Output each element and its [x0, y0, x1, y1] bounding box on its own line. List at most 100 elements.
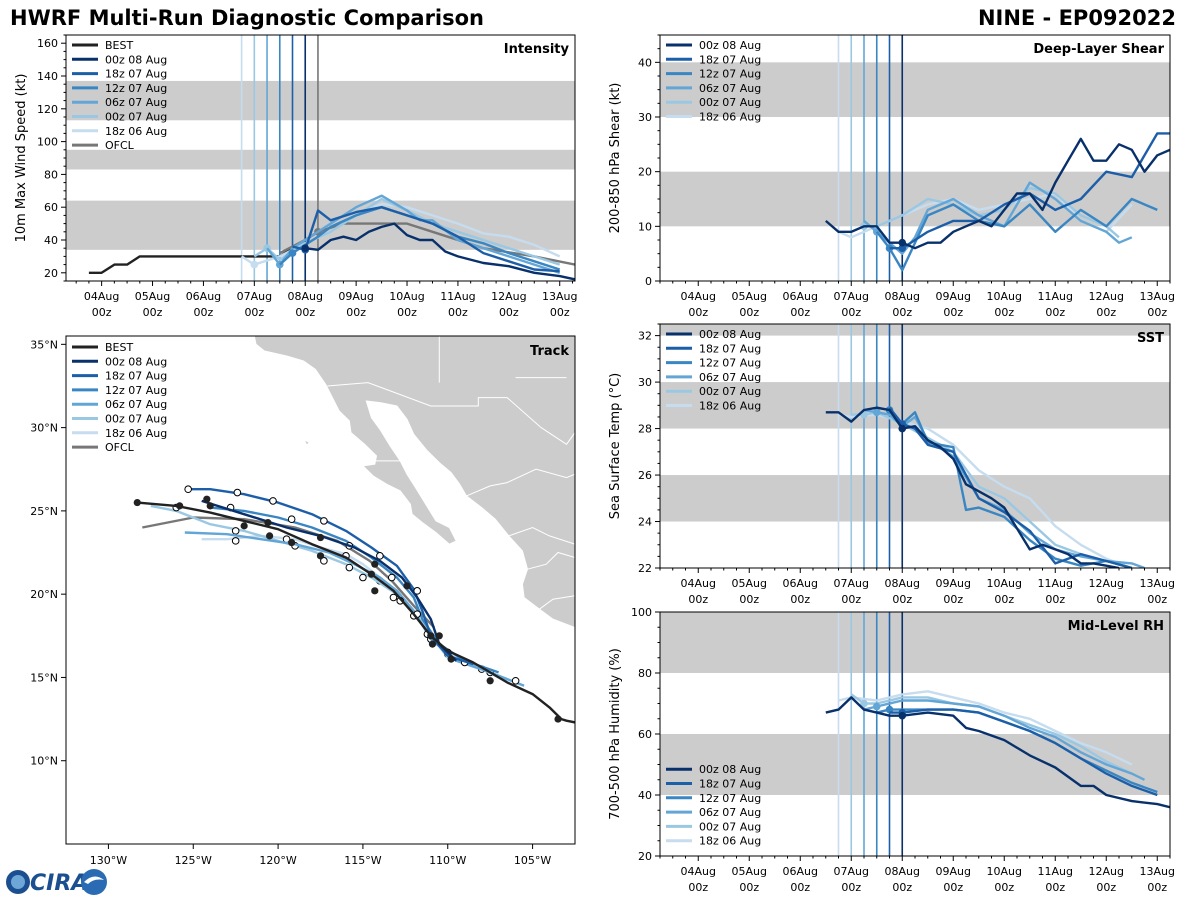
sst-ytick-label: 32 — [638, 330, 652, 343]
sst-xtick-label-date: 08Aug — [885, 577, 920, 590]
intensity-marker-12z-07-aug-0 — [288, 249, 297, 257]
track-marker-filled-00z-08-aug-5 — [264, 518, 272, 527]
intensity-legend-label: 12z 07 Aug — [105, 82, 167, 95]
intensity-xtick-label-date: 12Aug — [491, 290, 526, 303]
sst-series-00z-08-aug — [825, 406, 1120, 568]
track-line-best — [137, 501, 575, 724]
sst-xtick-label-date: 11Aug — [1038, 577, 1073, 590]
track-marker-filled-00z-08-aug-3 — [371, 560, 379, 568]
track-ytick-label: 15°N — [30, 671, 58, 684]
sst-legend-label: 18z 07 Aug — [699, 342, 761, 355]
intensity-ytick-label: 80 — [44, 168, 58, 181]
sst-xtick-label-date: 05Aug — [732, 577, 767, 590]
shear-xtick-label-hour: 00z — [943, 306, 963, 319]
page-title: HWRF Multi-Run Diagnostic Comparison — [10, 6, 485, 30]
rh-xtick-label-hour: 00z — [892, 881, 912, 894]
intensity-ylabel: 10m Max Wind Speed (kt) — [14, 74, 29, 243]
rh-ytick-label: 40 — [638, 789, 652, 802]
shear-xtick-label-date: 04Aug — [681, 290, 716, 303]
sst-xtick-label-date: 04Aug — [681, 577, 716, 590]
track-border-0 — [327, 382, 575, 445]
intensity-ytick-label: 20 — [44, 267, 58, 280]
shear-ytick-label: 0 — [645, 275, 652, 288]
shear-panel-title: Deep-Layer Shear — [1033, 42, 1164, 57]
intensity-xtick-label-date: 10Aug — [389, 290, 424, 303]
track-marker-open-06z-07-aug-5 — [320, 557, 328, 565]
rh-plot-area — [660, 612, 1170, 856]
shear-ytick-label: 30 — [638, 111, 652, 124]
track-legend-label: 00z 07 Aug — [105, 413, 167, 426]
rh-ytick-label: 100 — [631, 606, 652, 619]
intensity-plot-area — [66, 35, 575, 281]
rh-marker-06z-07-aug-0 — [872, 702, 881, 711]
track-marker-filled-00z-08-aug-6 — [203, 495, 211, 503]
intensity-legend-label: 18z 06 Aug — [105, 125, 167, 138]
sst-marker-00z-08-aug-0 — [898, 424, 907, 433]
rh-xtick-label-date: 11Aug — [1038, 865, 1073, 878]
sst-xtick-label-date: 10Aug — [987, 577, 1022, 590]
intensity-ytick-label: 120 — [37, 103, 58, 116]
track-map-area — [133, 336, 575, 724]
rh-series-06z-07-aug — [863, 699, 1146, 781]
cira-logo-text: CIRA — [30, 871, 88, 896]
rh-marker-00z-08-aug-0 — [898, 711, 907, 720]
track-panel-title: Track — [530, 344, 569, 359]
shear-legend-label: 18z 07 Aug — [699, 53, 761, 66]
shear-xtick-label-hour: 00z — [1147, 306, 1167, 319]
track-marker-open-00z-07-aug-5 — [231, 527, 240, 535]
intensity-series-18z-07-aug — [292, 205, 560, 273]
rh-series-18z-07-aug — [889, 708, 1158, 797]
rh-series-00z-08-aug — [825, 696, 1170, 809]
rh-xtick-label-hour: 00z — [1147, 881, 1167, 894]
intensity-legend-label: 18z 07 Aug — [105, 68, 167, 81]
intensity-band-2 — [66, 80, 575, 121]
track-border-3 — [508, 526, 575, 545]
rh-xtick-label-date: 10Aug — [987, 865, 1022, 878]
shear-xtick-label-date: 09Aug — [936, 290, 971, 303]
track-frame — [65, 335, 576, 845]
intensity-xtick-label-hour: 00z — [244, 306, 264, 319]
track-marker-open-18z-07-aug-3 — [269, 497, 277, 505]
shear-xtick-label-date: 05Aug — [732, 290, 767, 303]
rh-xtick-label-date: 13Aug — [1140, 865, 1175, 878]
sst-band-2 — [660, 324, 1170, 336]
shear-marker-18z-07-aug-0 — [898, 244, 907, 252]
intensity-band-1 — [66, 149, 575, 170]
track-marker-filled-best-5 — [367, 570, 375, 578]
track-line-18z-06-aug — [201, 534, 500, 679]
intensity-xtick-label-hour: 00z — [295, 306, 315, 319]
rh-xtick-label-hour: 00z — [994, 881, 1014, 894]
cira-logo-globe-inner-icon — [11, 875, 25, 889]
sst-xtick-label-date: 12Aug — [1089, 577, 1124, 590]
track-border-5 — [539, 595, 575, 610]
shear-xtick-label-date: 06Aug — [783, 290, 818, 303]
track-ytick-label: 25°N — [30, 505, 58, 518]
intensity-xtick-label-hour: 00z — [397, 306, 417, 319]
sst-legend-label: 00z 08 Aug — [699, 328, 761, 341]
track-line-00z-08-aug — [201, 499, 458, 662]
track-legend-label: 06z 07 Aug — [105, 398, 167, 411]
rh-ylabel: 700-500 hPa Humidity (%) — [608, 648, 623, 820]
sst-xtick-label-hour: 00z — [943, 593, 963, 606]
rh-xtick-label-date: 07Aug — [834, 865, 869, 878]
intensity-legend-label: 00z 07 Aug — [105, 111, 167, 124]
track-marker-open-12z-07-aug-4 — [287, 515, 296, 524]
sst-ytick-label: 24 — [638, 516, 652, 529]
cira-logo-swirl-mark-icon — [84, 876, 104, 884]
shear-legend-label: 00z 08 Aug — [699, 39, 761, 52]
sst-xtick-label-hour: 00z — [841, 593, 861, 606]
shear-band-1 — [660, 62, 1170, 117]
rh-xtick-label-date: 04Aug — [681, 865, 716, 878]
track-xtick-label: 105°W — [514, 854, 551, 867]
track-legend-label: BEST — [105, 341, 133, 354]
track-marker-open-18z-07-aug-2 — [320, 517, 328, 525]
cira-logo-swirl-icon — [81, 869, 107, 895]
sst-xtick-label-date: 09Aug — [936, 577, 971, 590]
rh-xtick-label-hour: 00z — [688, 881, 708, 894]
intensity-xtick-label-date: 05Aug — [135, 290, 170, 303]
intensity-marker-00z-08-aug-0 — [301, 244, 310, 252]
rh-legend-label: 18z 06 Aug — [699, 835, 761, 848]
